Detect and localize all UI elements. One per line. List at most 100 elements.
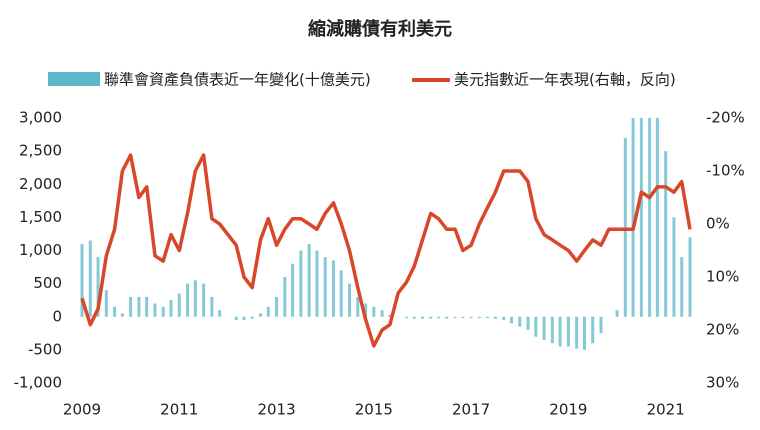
y-tick-label: 3,000 (19, 109, 62, 127)
x-tick-label: 2015 (355, 401, 393, 419)
bar (153, 303, 157, 317)
bar (177, 293, 181, 317)
bar (88, 240, 92, 317)
bar (485, 316, 489, 319)
bar (623, 137, 627, 317)
y2-tick-label: 0% (706, 215, 730, 233)
bar (461, 316, 465, 319)
bar (453, 316, 457, 319)
y2-tick-label: 30% (706, 374, 739, 392)
y-tick-label: -500 (28, 340, 62, 358)
y-tick-label: -1,000 (14, 374, 62, 392)
legend-label: 美元指數近一年表現(右軸，反向) (454, 71, 676, 89)
bar (615, 310, 619, 317)
bar (80, 243, 84, 317)
bar (120, 313, 124, 317)
bar (299, 250, 303, 317)
bar (259, 313, 263, 317)
bar (104, 290, 108, 317)
bar (388, 314, 392, 317)
bar (445, 316, 449, 319)
bar (680, 257, 684, 317)
bar (339, 270, 343, 317)
bar (161, 306, 165, 317)
bar (469, 316, 473, 319)
bar (526, 316, 530, 330)
x-tick-label: 2013 (257, 401, 295, 419)
line (80, 153, 692, 348)
bar (420, 316, 424, 319)
bar (655, 118, 659, 317)
bar (307, 243, 311, 317)
x-tick-label: 2009 (63, 401, 101, 419)
bar (348, 283, 352, 317)
y2-tick-label: -10% (706, 162, 745, 180)
bar (534, 316, 538, 337)
bar (242, 316, 246, 321)
bar (518, 316, 522, 327)
y-tick-label: 500 (33, 274, 62, 292)
bar (599, 316, 603, 334)
legend-swatch (48, 72, 100, 86)
bar (113, 306, 117, 317)
bar (648, 118, 652, 317)
bar (250, 316, 254, 319)
bar (323, 257, 327, 317)
bar (275, 296, 279, 317)
bar (202, 283, 206, 317)
x-tick-label: 2017 (452, 401, 490, 419)
chart-title: 縮減購債有利美元 (308, 18, 452, 40)
bar (558, 316, 562, 347)
bar (137, 296, 141, 317)
bar (437, 316, 441, 319)
bar (372, 306, 376, 317)
bar (412, 316, 416, 319)
bar (210, 296, 214, 317)
bar (582, 316, 586, 350)
bar (315, 250, 319, 317)
bar (639, 118, 643, 317)
bar (591, 316, 595, 344)
bar (96, 257, 100, 317)
bar (331, 260, 335, 317)
bar (688, 237, 692, 317)
y-tick-label: 0 (52, 307, 62, 325)
bar (145, 296, 149, 317)
bar (550, 316, 554, 344)
bar (404, 316, 408, 319)
bar (631, 118, 635, 317)
y-tick-label: 1,000 (19, 241, 62, 259)
y2-tick-label: -20% (706, 109, 745, 127)
x-tick-label: 2019 (549, 401, 587, 419)
y2-tick-label: 20% (706, 321, 739, 339)
bar (218, 310, 222, 317)
bar (509, 316, 513, 324)
x-tick-label: 2011 (160, 401, 198, 419)
bar (502, 316, 506, 321)
bar (364, 303, 368, 317)
bar (664, 151, 668, 317)
bar (283, 277, 287, 317)
y2-tick-label: 10% (706, 268, 739, 286)
bar (291, 263, 295, 317)
bar (542, 316, 546, 340)
legend-label: 聯準會資產負債表近一年變化(十億美元) (104, 71, 371, 89)
bar (129, 296, 133, 317)
bar (169, 300, 173, 317)
bar (566, 316, 570, 347)
bar (356, 296, 360, 317)
bar (234, 316, 238, 321)
y-tick-label: 2,500 (19, 142, 62, 160)
bar (575, 316, 579, 349)
bar (380, 310, 384, 317)
bar (429, 316, 433, 319)
bar (266, 306, 270, 317)
bar (193, 280, 197, 317)
bar (186, 283, 190, 317)
bar (493, 316, 497, 319)
x-tick-label: 2021 (647, 401, 685, 419)
bar (477, 316, 481, 319)
bar (672, 217, 676, 317)
y-tick-label: 2,000 (19, 175, 62, 193)
